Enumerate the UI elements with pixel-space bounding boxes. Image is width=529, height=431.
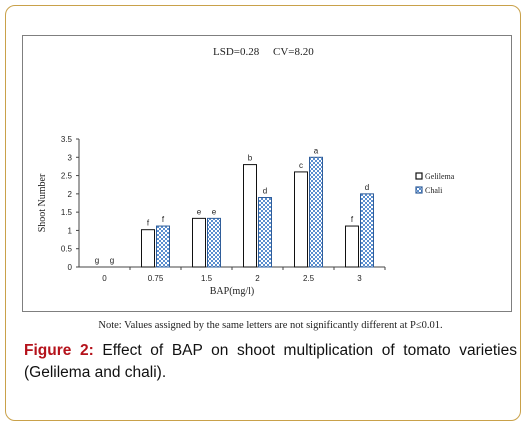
bar-chali (207, 217, 221, 268)
figure-label: Figure 2: (24, 342, 94, 359)
significance-letter: e (212, 207, 217, 216)
figure-caption: Figure 2: Effect of BAP on shoot multipl… (24, 340, 517, 384)
bar-chali (360, 193, 374, 268)
y-tick-label: 2 (68, 190, 73, 199)
legend-label-gelilema: Gelilema (425, 172, 455, 181)
legend-label-chali: Chali (425, 186, 443, 195)
bar-gelilema (141, 229, 155, 268)
significance-letter: g (95, 256, 99, 265)
figure-frame: LSD=0.28 CV=8.20 0 0.5 1 1.5 2 2.5 3 3.5 0 0.75 1.… (5, 5, 521, 421)
y-tick-label: 3 (68, 153, 73, 162)
bar-gelilema (294, 171, 308, 268)
significance-letter: d (365, 183, 369, 192)
y-tick-label: 2.5 (61, 172, 73, 181)
significance-letter: e (197, 207, 202, 216)
significance-letter: b (248, 154, 253, 163)
legend-swatch-gelilema (415, 172, 423, 180)
stats-text: LSD=0.28 CV=8.20 (213, 46, 314, 58)
x-tick-label: 3 (357, 274, 362, 283)
y-tick-label: 1 (68, 226, 73, 235)
y-tick-label: 0 (68, 263, 73, 272)
bar-chali (156, 225, 170, 268)
x-axis-title: BAP(mg/l) (210, 286, 254, 297)
y-tick-label: 1.5 (61, 208, 73, 217)
significance-note: Note: Values assigned by the same letter… (98, 320, 443, 331)
y-tick-label: 3.5 (61, 135, 73, 144)
x-tick-label: 0.75 (148, 274, 164, 283)
chart-container: LSD=0.28 CV=8.20 0 0.5 1 1.5 2 2.5 3 3.5 0 0.75 1.… (22, 35, 512, 312)
bar-gelilema (243, 164, 257, 268)
bar-chali (258, 197, 272, 268)
y-axis-title: Shoot Number (37, 173, 48, 232)
x-tick-label: 2.5 (303, 274, 315, 283)
significance-letter: f (351, 215, 354, 224)
caption-text: Effect of BAP on shoot multiplication of… (24, 342, 517, 381)
x-tick-label: 2 (255, 274, 260, 283)
significance-letter: f (162, 215, 165, 224)
significance-letter: f (147, 219, 150, 228)
bar-gelilema (192, 217, 206, 268)
y-tick-label: 0.5 (61, 245, 73, 254)
significance-letter: a (314, 146, 319, 155)
bar-chali (309, 156, 323, 268)
x-tick-label: 0 (102, 274, 107, 283)
x-tick-label: 1.5 (201, 274, 213, 283)
significance-letter: c (299, 161, 303, 170)
significance-letter: d (263, 187, 267, 196)
bar-gelilema (345, 225, 359, 268)
legend-swatch-chali (415, 186, 423, 194)
plot-area: 0 0.5 1 1.5 2 2.5 3 3.5 0 0.75 1.5 2 2.5 3 g f e b c f g f e d a… (37, 135, 455, 297)
bar-chart: LSD=0.28 CV=8.20 0 0.5 1 1.5 2 2.5 3 3.5 0 0.75 1.… (37, 46, 455, 297)
significance-letter: g (110, 256, 114, 265)
